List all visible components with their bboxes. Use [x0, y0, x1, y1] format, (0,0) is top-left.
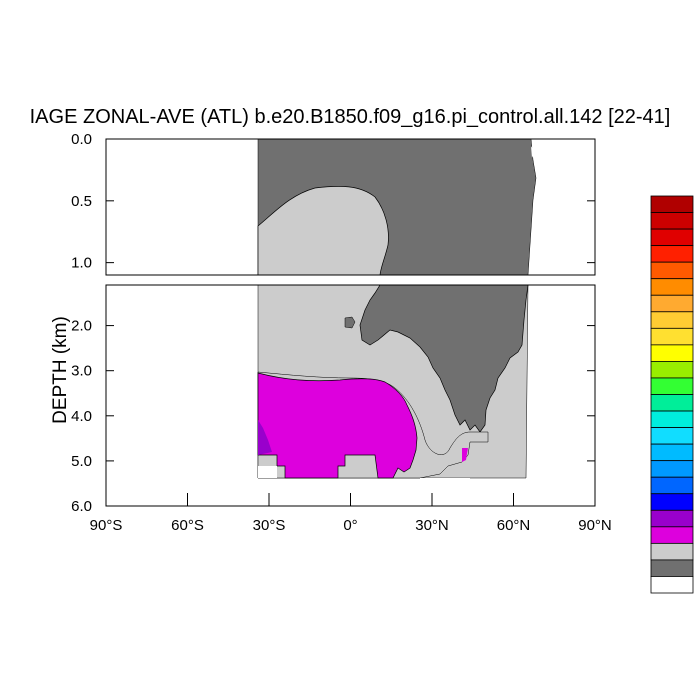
- colorbar-swatch: [650, 443, 694, 462]
- upper-light-gray-region: [257, 185, 389, 275]
- x-tick-label: 30°N: [415, 517, 449, 534]
- x-tick-label: 60°S: [171, 517, 204, 534]
- lower-panel-fill: [106, 285, 595, 506]
- x-tick-label: 60°N: [497, 517, 531, 534]
- y-tick-label: 4.0: [71, 408, 92, 425]
- colorbar-swatch: [650, 394, 694, 412]
- colorbar: [650, 195, 694, 594]
- y-tick-label: 5.0: [71, 453, 92, 470]
- upper-panel-fill: [106, 139, 595, 275]
- colorbar-swatch: [650, 427, 694, 445]
- lower-dark-gray-blob: [344, 316, 356, 329]
- colorbar-swatch: [650, 261, 694, 280]
- y-tick-label: 6.0: [71, 498, 92, 515]
- colorbar-swatch: [650, 228, 694, 247]
- x-tick-label: 90°N: [578, 517, 612, 534]
- x-tick-label: 30°S: [253, 517, 286, 534]
- colorbar-swatch: [650, 526, 694, 544]
- chart-title: IAGE ZONAL-AVE (ATL) b.e20.B1850.f09_g16…: [29, 106, 671, 128]
- y-tick-label: 0.5: [71, 193, 92, 210]
- upper-panel-frame: [105, 138, 596, 276]
- y-tick-label: 0.0: [71, 131, 92, 148]
- colorbar-swatch: [650, 294, 694, 313]
- colorbar-swatch: [650, 195, 694, 213]
- lower-white-bottom-left: [258, 466, 277, 478]
- colorbar-swatch: [650, 361, 694, 379]
- colorbar-swatch: [650, 327, 694, 346]
- colorbar-swatch: [650, 576, 694, 594]
- lower-white-bottom-right: [420, 478, 470, 506]
- colorbar-swatch: [650, 559, 694, 577]
- lower-dark-gray-region: [359, 285, 529, 433]
- colorbar-swatch: [650, 344, 694, 362]
- y-tick-label: 1.0: [71, 255, 92, 272]
- colorbar-swatch: [650, 278, 694, 296]
- colorbar-swatch: [650, 509, 694, 528]
- colorbar-swatch: [650, 245, 694, 263]
- y-axis-label: DEPTH (km): [50, 316, 71, 424]
- upper-white-notch: [531, 146, 535, 158]
- x-tick-label: 0°: [343, 517, 357, 534]
- colorbar-swatch: [650, 460, 694, 478]
- y-tick-label: 2.0: [71, 318, 92, 335]
- colorbar-swatch: [650, 311, 694, 329]
- colorbar-swatch: [650, 212, 694, 230]
- x-tick-label: 90°S: [90, 517, 123, 534]
- colorbar-swatch: [650, 377, 694, 395]
- colorbar-swatch: [650, 476, 694, 495]
- lower-purple-region: [258, 420, 272, 455]
- axes: 90°S 60°S 30°S 0° 30°N 60°N 90°N 0.0 0.5 1.0 2.0 3.…: [71, 131, 612, 534]
- colorbar-swatch: [650, 410, 694, 428]
- colorbar-swatch: [650, 493, 694, 511]
- y-tick-label: 3.0: [71, 363, 92, 380]
- lower-magenta-spot: [462, 448, 468, 462]
- lower-magenta-region: [257, 372, 418, 479]
- colorbar-swatch: [650, 542, 694, 561]
